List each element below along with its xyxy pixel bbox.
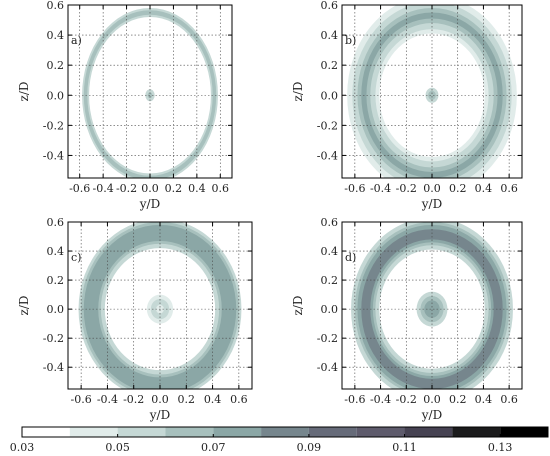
y-axis-label: z/D xyxy=(17,82,31,102)
x-tick-label: -0.2 xyxy=(116,182,137,195)
colorbar-frame xyxy=(21,426,549,438)
panel-c: -0.6 -0.4 -0.2 0.0 0.2 0.4 0.6 0.6 0.4 0.2 0.0 -0.2… xyxy=(17,216,253,422)
y-tick-label: 0.6 xyxy=(321,216,339,229)
y-tick-label: 0.2 xyxy=(321,274,339,287)
y-tick-label: 0.2 xyxy=(47,274,65,287)
x-tick-label: 0.4 xyxy=(188,182,206,195)
colorbar-label: 0.05 xyxy=(105,441,130,454)
y-tick-label: 0.6 xyxy=(321,0,339,12)
x-tick-label: 0.4 xyxy=(204,393,222,406)
colorbar-label: 0.11 xyxy=(392,441,417,454)
x-tick-label: -0.2 xyxy=(396,182,417,195)
contour-band-5 xyxy=(428,90,436,100)
x-axis-label: y/D xyxy=(421,197,442,211)
y-tick-label: 0.0 xyxy=(47,303,65,316)
x-tick-label: -0.4 xyxy=(370,393,391,406)
panel-d: -0.6 -0.4 -0.2 0.0 0.2 0.4 0.6 0.6 0.4 0.2 0.0 -0.2… xyxy=(291,216,523,422)
colorbar-segment xyxy=(308,427,357,437)
y-tick-label: 0.0 xyxy=(321,303,339,316)
y-tick-label: -0.2 xyxy=(317,332,338,345)
y-tick-label: 0.4 xyxy=(47,245,65,258)
x-tick-label: -0.4 xyxy=(93,182,114,195)
y-axis-label: z/D xyxy=(17,296,31,316)
colorbar-segment xyxy=(261,427,309,437)
x-tick-label: 0.0 xyxy=(141,182,159,195)
x-tick-label: 0.6 xyxy=(500,182,518,195)
y-tick-label: 0.0 xyxy=(321,89,339,102)
x-tick-label: 0.2 xyxy=(178,393,196,406)
x-axis-label: y/D xyxy=(139,197,160,211)
x-tick-label: -0.4 xyxy=(97,393,118,406)
y-tick-label: -0.2 xyxy=(43,119,64,132)
panel-label: b) xyxy=(345,34,356,47)
panel-label: c) xyxy=(71,251,81,264)
y-tick-label: 0.6 xyxy=(47,0,65,12)
panel-label: d) xyxy=(345,251,356,264)
colorbar-label: 0.13 xyxy=(488,441,513,454)
x-tick-label: -0.2 xyxy=(396,393,417,406)
x-tick-label: -0.6 xyxy=(344,182,365,195)
x-tick-label: 0.6 xyxy=(230,393,248,406)
x-axis-label: y/D xyxy=(421,408,442,422)
colorbar-segment xyxy=(69,427,118,437)
x-tick-label: 0.2 xyxy=(449,393,467,406)
x-tick-label: 0.0 xyxy=(151,393,169,406)
colorbar-segment xyxy=(117,427,166,437)
contour-fill xyxy=(351,222,513,389)
colorbar-segment xyxy=(356,427,405,437)
y-tick-label: 0.2 xyxy=(321,59,339,72)
y-axis-label: z/D xyxy=(291,82,305,102)
x-tick-label: 0.0 xyxy=(423,182,441,195)
x-tick-label: -0.6 xyxy=(71,393,92,406)
y-tick-label: -0.4 xyxy=(317,361,338,374)
x-axis-label: y/D xyxy=(149,408,170,422)
x-tick-label: 0.4 xyxy=(475,182,493,195)
y-tick-label: 0.4 xyxy=(47,29,65,42)
colorbar-label: 0.07 xyxy=(201,441,226,454)
y-tick-label: 0.4 xyxy=(321,29,339,42)
y-tick-label: 0.6 xyxy=(47,216,65,229)
colorbar-label: 0.09 xyxy=(297,441,322,454)
colorbar-segment xyxy=(500,427,548,437)
colorbar-segment xyxy=(404,427,453,437)
x-tick-label: -0.2 xyxy=(123,393,144,406)
y-tick-label: -0.2 xyxy=(43,332,64,345)
contour-band-6 xyxy=(424,300,440,318)
x-tick-label: 0.6 xyxy=(500,393,518,406)
colorbar: 0.03 0.05 0.07 0.09 0.11 0.13 xyxy=(10,426,549,454)
y-tick-label: 0.0 xyxy=(47,89,65,102)
y-tick-label: 0.4 xyxy=(321,245,339,258)
x-tick-label: -0.6 xyxy=(69,182,90,195)
x-tick-label: 0.2 xyxy=(449,182,467,195)
x-tick-label: 0.2 xyxy=(165,182,183,195)
contour-fill xyxy=(347,5,517,178)
colorbar-segment xyxy=(452,427,501,437)
x-tick-label: 0.6 xyxy=(212,182,230,195)
y-tick-label: -0.2 xyxy=(317,119,338,132)
y-tick-label: -0.4 xyxy=(43,361,64,374)
x-tick-label: 0.4 xyxy=(475,393,493,406)
colorbar-segment xyxy=(213,427,262,437)
colorbar-segment xyxy=(165,427,214,437)
contour-band-4 xyxy=(150,298,170,320)
colorbar-segment xyxy=(22,427,70,437)
y-tick-label: -0.4 xyxy=(317,149,338,162)
y-axis-label: z/D xyxy=(291,296,305,316)
panel-label: a) xyxy=(71,34,82,47)
panel-b: -0.6 -0.4 -0.2 0.0 0.2 0.4 0.6 0.6 0.4 0.2 0.0 -0.2… xyxy=(291,0,523,211)
x-tick-label: -0.4 xyxy=(370,182,391,195)
y-tick-label: -0.4 xyxy=(43,149,64,162)
panel-a: -0.6 -0.4 -0.2 0.0 0.2 0.4 0.60.60.40.20.0-0.2… xyxy=(17,0,233,211)
x-tick-label: 0.0 xyxy=(423,393,441,406)
contour-band-0 xyxy=(78,222,242,389)
colorbar-label: 0.03 xyxy=(10,441,35,454)
x-tick-label: -0.6 xyxy=(344,393,365,406)
y-tick-label: 0.2 xyxy=(47,59,65,72)
contour-band-1 xyxy=(352,5,512,178)
